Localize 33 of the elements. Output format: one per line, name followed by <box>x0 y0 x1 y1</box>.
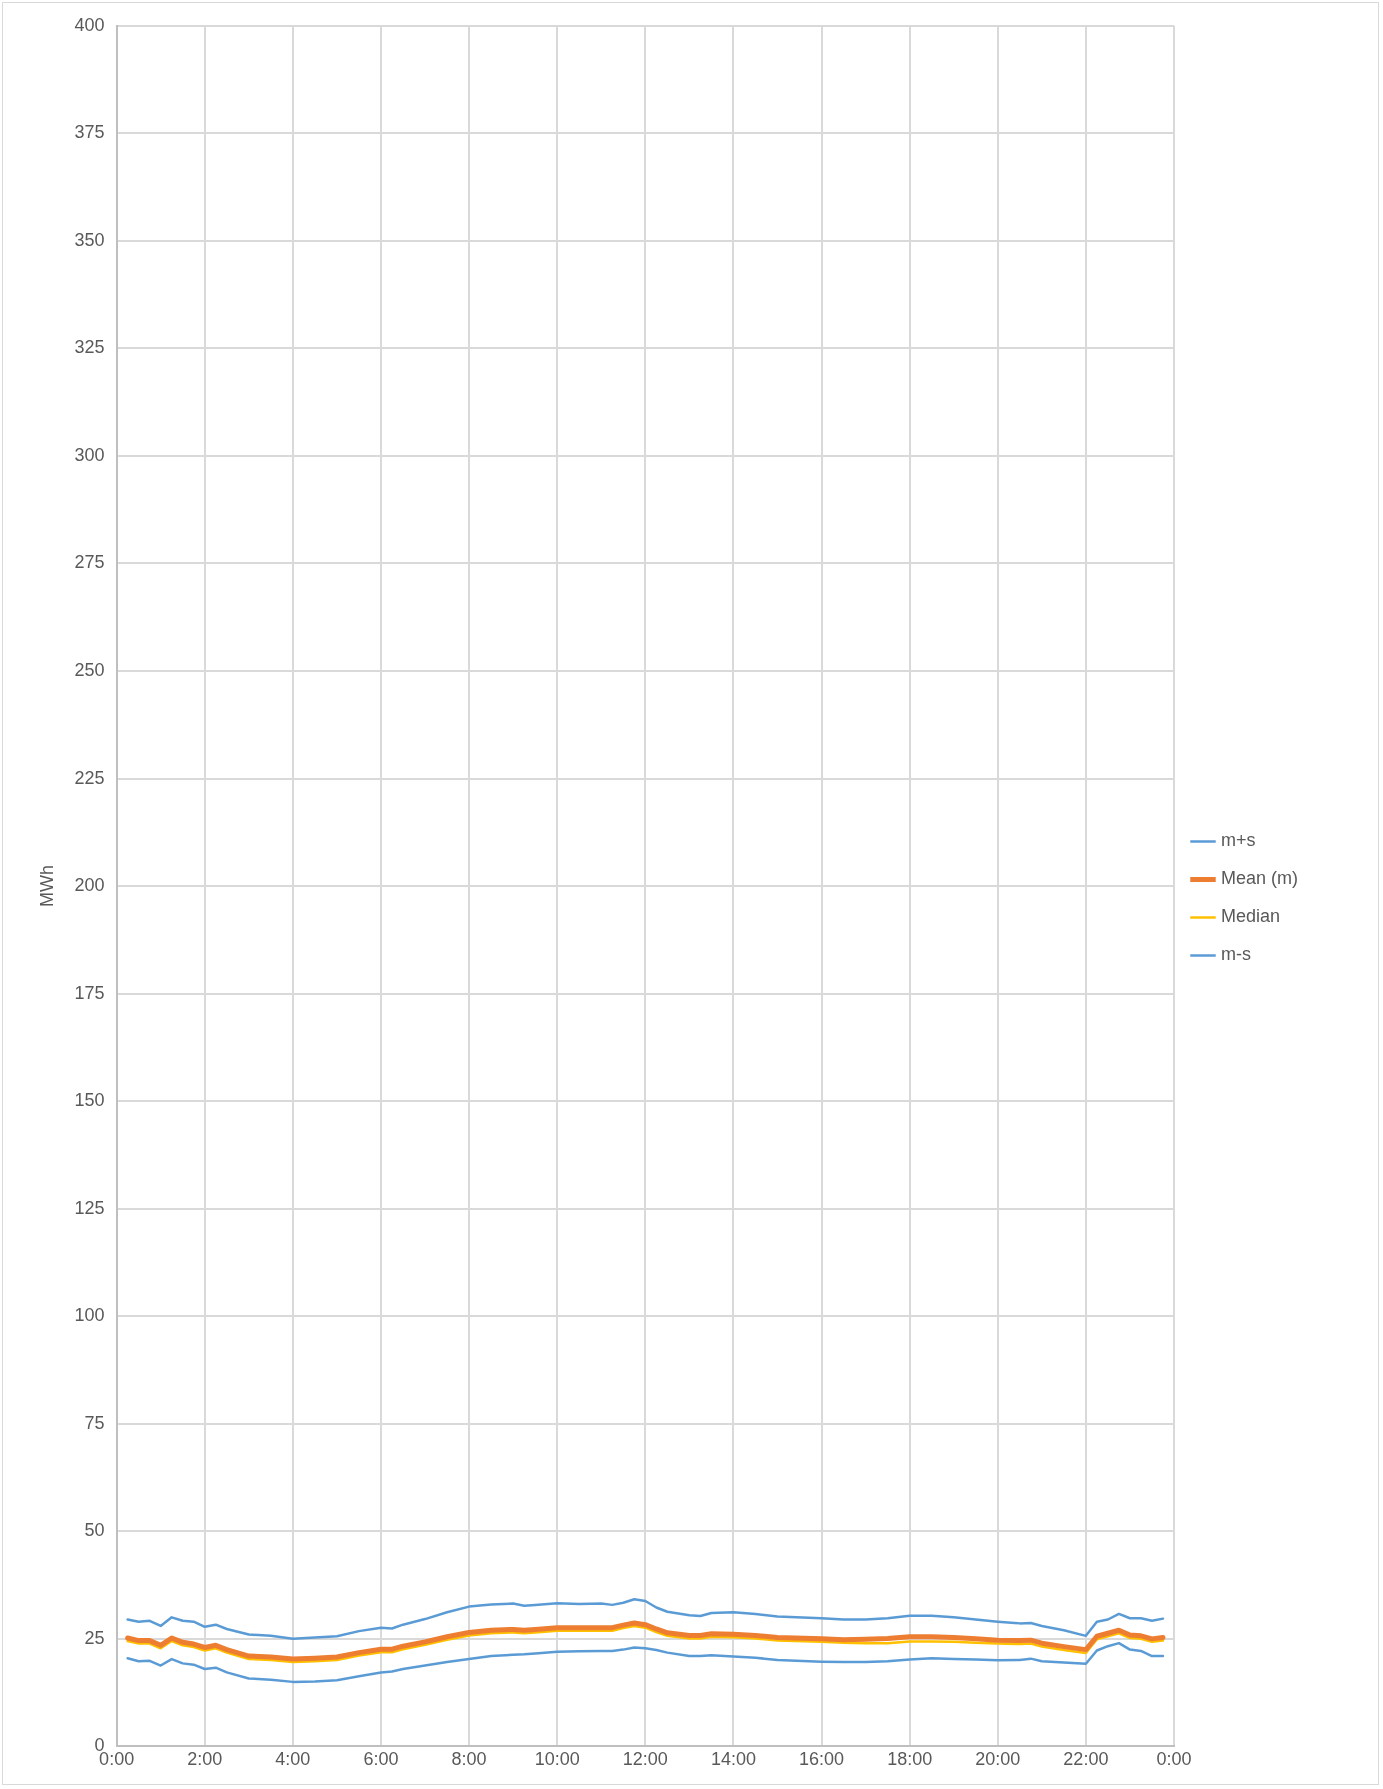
y-tick-label: 225 <box>74 767 105 788</box>
y-tick-label: 25 <box>84 1627 105 1648</box>
x-tick-label: 18:00 <box>887 1749 933 1770</box>
y-tick-label: 250 <box>74 659 105 680</box>
y-axis-title: MWh <box>36 865 57 908</box>
x-tick-label: 0:00 <box>1156 1749 1192 1770</box>
legend-label: Median <box>1220 906 1281 927</box>
legend-label: m+s <box>1220 830 1256 851</box>
y-tick-label: 200 <box>74 875 105 896</box>
x-tick-label: 10:00 <box>534 1749 580 1770</box>
y-tick-label: 75 <box>84 1412 105 1433</box>
y-tick-label: 325 <box>74 337 105 358</box>
y-tick-label: 175 <box>74 982 105 1003</box>
y-tick-label: 275 <box>74 552 105 573</box>
y-tick-label: 50 <box>84 1520 105 1541</box>
x-tick-label: 14:00 <box>710 1749 756 1770</box>
x-tick-label: 22:00 <box>1063 1749 1109 1770</box>
y-tick-label: 100 <box>74 1305 105 1326</box>
legend-label: Mean (m) <box>1220 868 1299 889</box>
x-tick-label: 2:00 <box>187 1749 223 1770</box>
y-tick-label: 400 <box>74 14 105 35</box>
x-tick-label: 8:00 <box>451 1749 487 1770</box>
x-tick-label: 12:00 <box>622 1749 668 1770</box>
y-tick-label: 350 <box>74 229 105 250</box>
y-tick-label: 150 <box>74 1090 105 1111</box>
x-tick-label: 16:00 <box>799 1749 845 1770</box>
x-tick-label: 6:00 <box>363 1749 399 1770</box>
y-tick-label: 300 <box>74 444 105 465</box>
x-tick-label: 4:00 <box>275 1749 311 1770</box>
x-tick-label: 20:00 <box>975 1749 1021 1770</box>
y-tick-label: 125 <box>74 1197 105 1218</box>
y-tick-label: 375 <box>74 122 105 143</box>
legend-label: m-s <box>1220 944 1251 965</box>
